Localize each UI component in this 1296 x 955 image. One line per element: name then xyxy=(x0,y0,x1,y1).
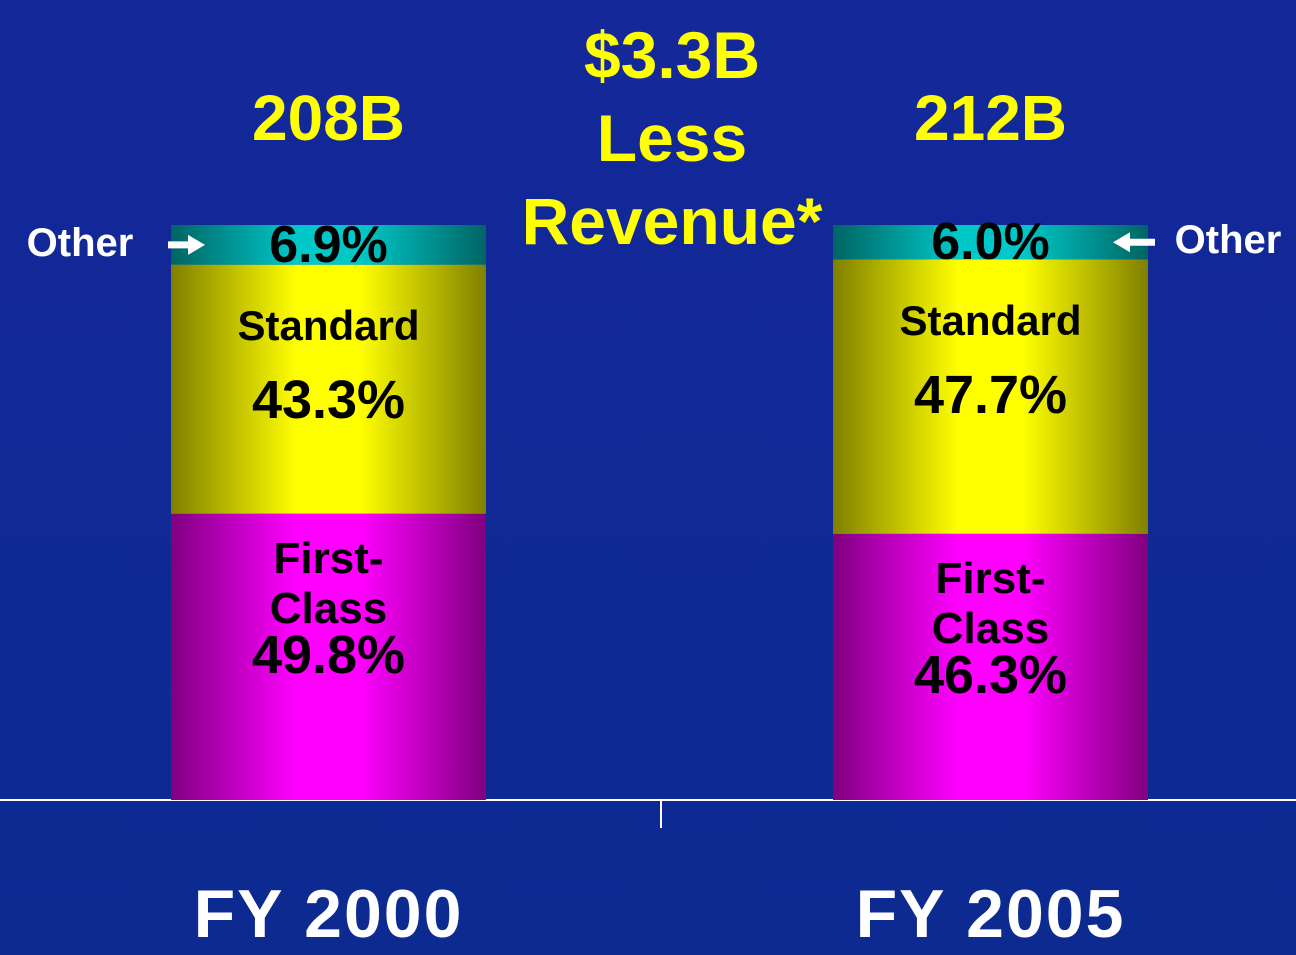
value-label: 46.3% xyxy=(913,644,1068,705)
total-label: 208B xyxy=(252,82,405,154)
value-label: 6.9% xyxy=(269,215,388,274)
series-name: First-Class xyxy=(269,533,388,633)
annotation: Revenue* xyxy=(521,184,823,258)
bar-shade xyxy=(833,225,1148,260)
x-tick-label: FY 2005 xyxy=(855,876,1126,952)
bar-shade xyxy=(171,513,486,800)
x-tick-label: FY 2000 xyxy=(193,876,464,952)
value-label: 47.7% xyxy=(913,364,1068,425)
total-label: 212B xyxy=(914,82,1067,154)
series-name: Standard xyxy=(237,301,420,349)
series-name: Other xyxy=(26,220,134,265)
value-label: 49.8% xyxy=(251,624,406,685)
bar-shade xyxy=(833,533,1148,800)
annotation: Less xyxy=(596,101,748,175)
value-label: 43.3% xyxy=(251,369,406,430)
series-name: Other xyxy=(1174,218,1282,263)
value-label: 6.0% xyxy=(931,213,1050,272)
bar-shade xyxy=(833,259,1148,534)
bar-shade xyxy=(171,264,486,514)
series-name: Standard xyxy=(899,296,1082,344)
series-name: First-Class xyxy=(931,553,1050,653)
arrow-head xyxy=(188,234,205,255)
arrow-head xyxy=(1113,232,1130,253)
annotation: $3.3B xyxy=(583,18,761,92)
bar-shade xyxy=(171,225,486,265)
